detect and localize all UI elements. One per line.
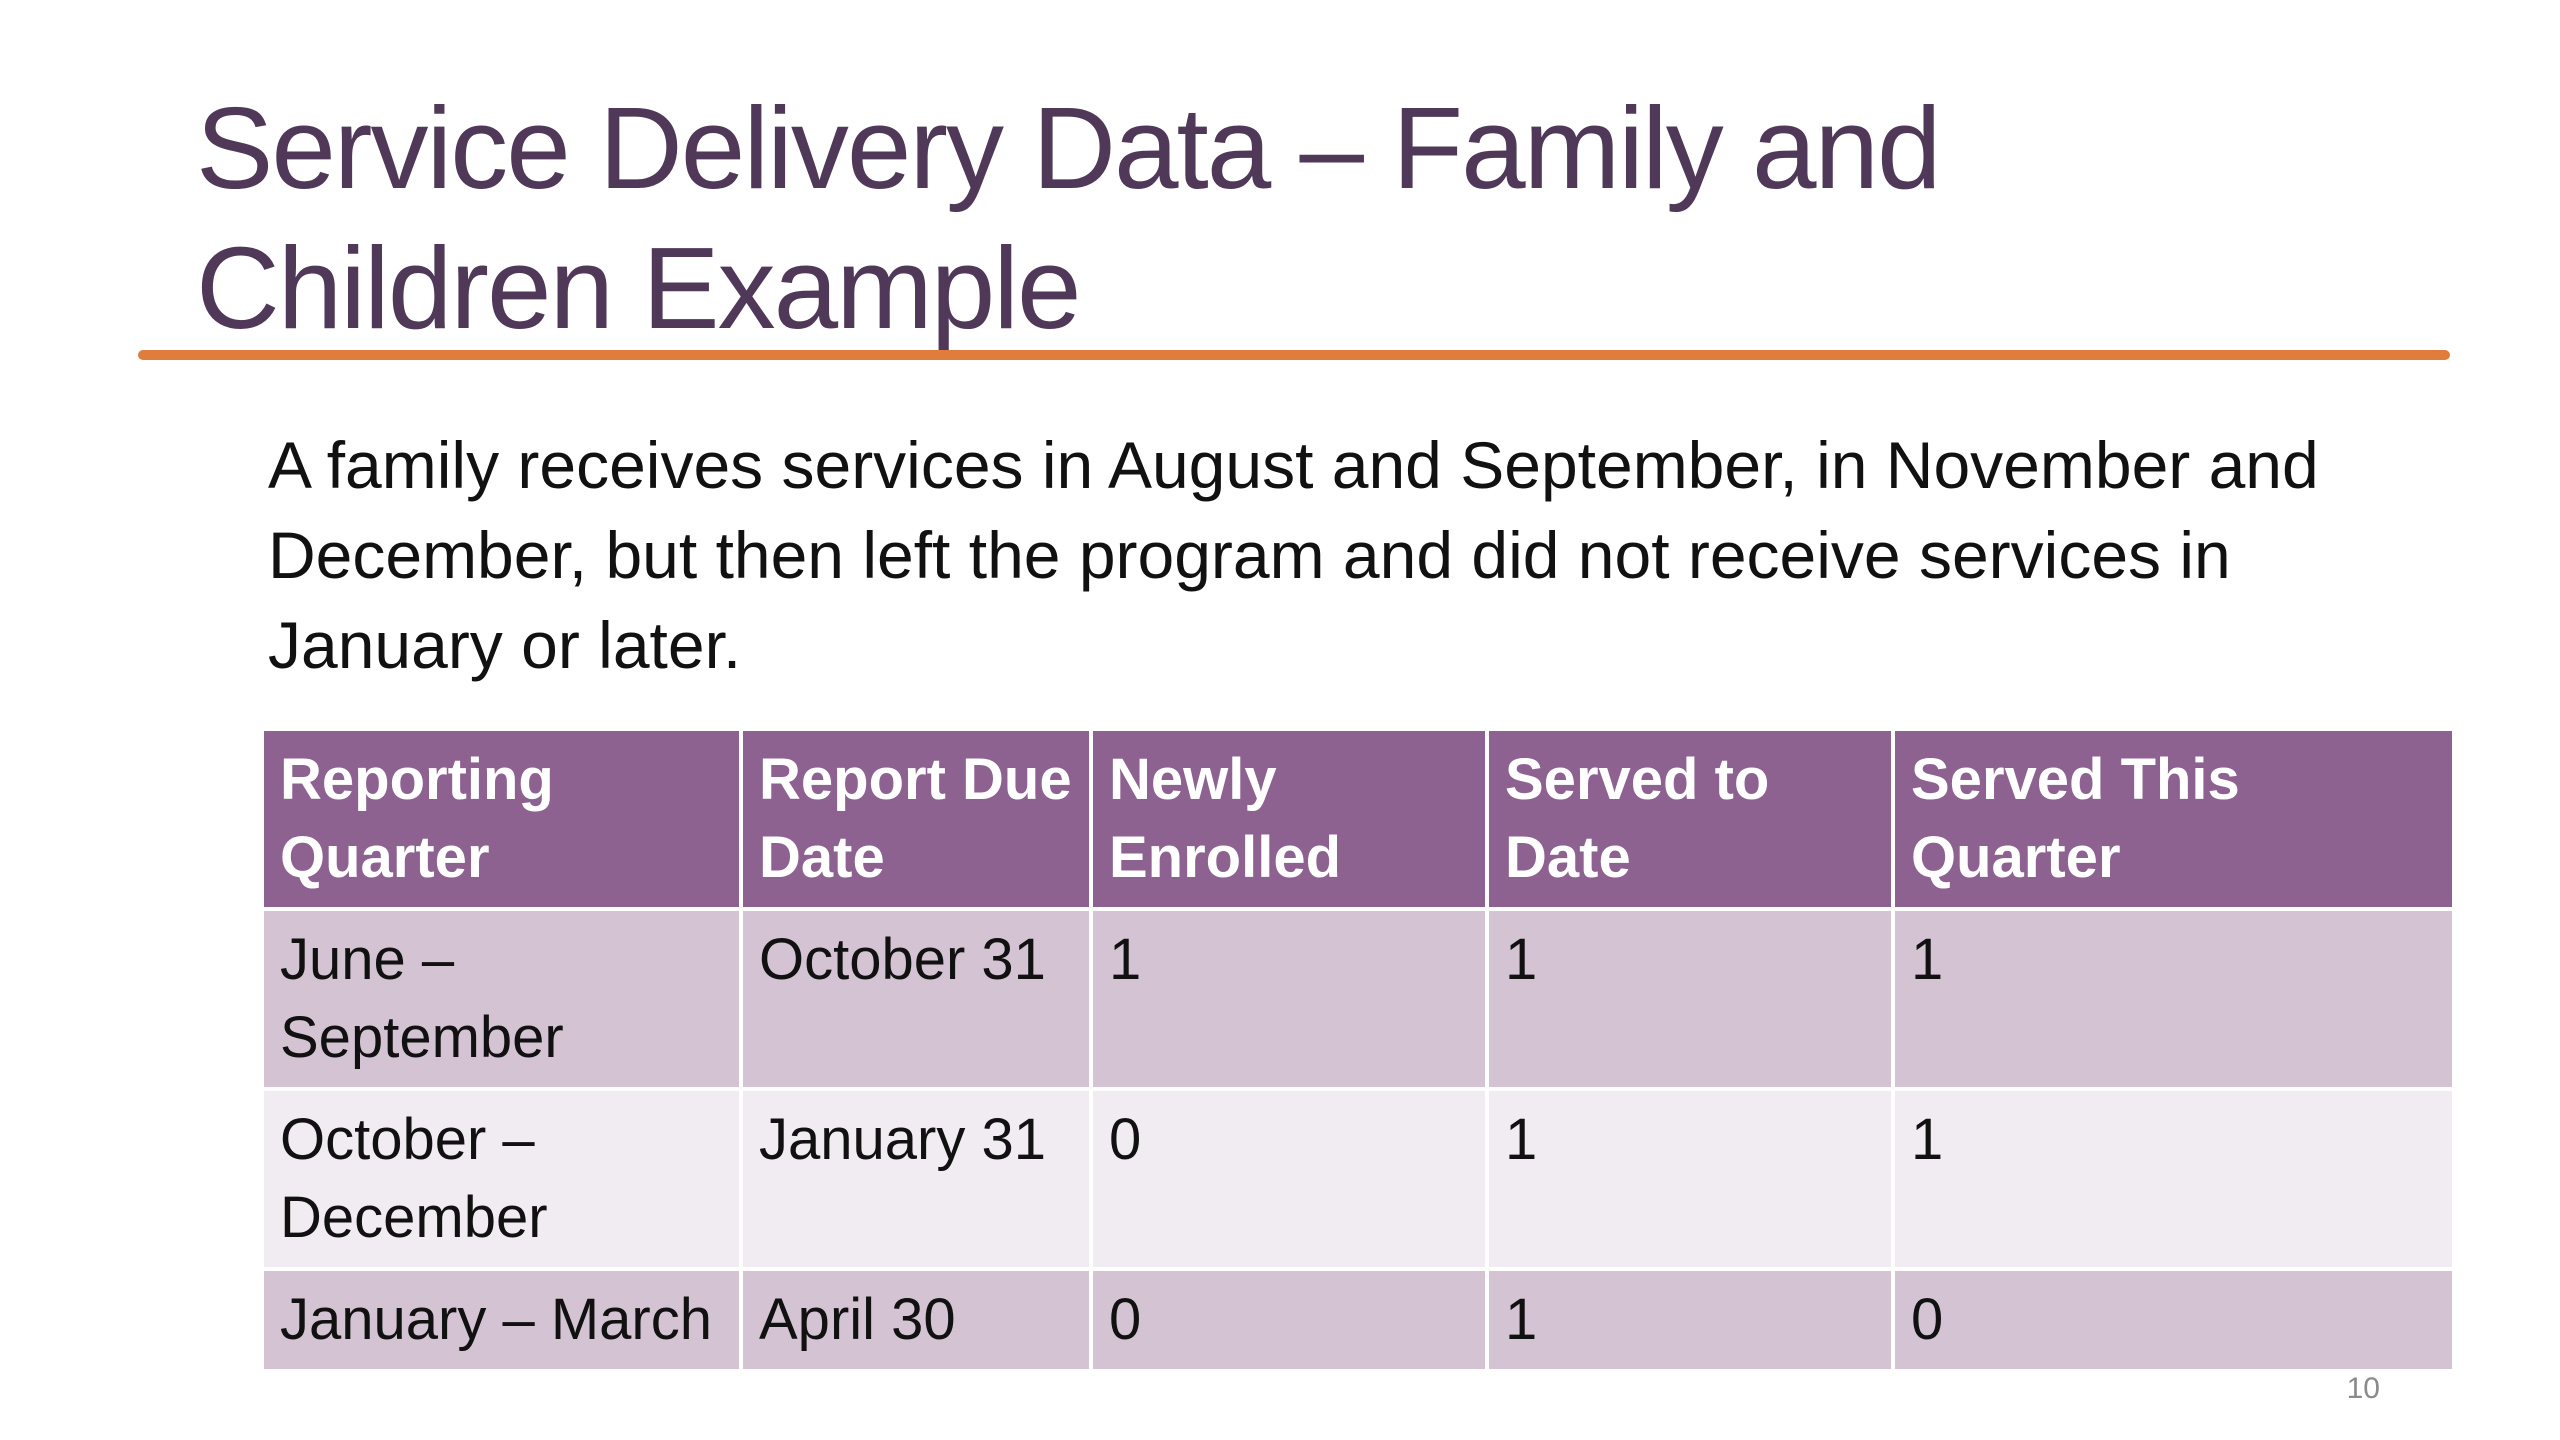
- title-line-2: Children Example: [196, 223, 1082, 353]
- title-divider: [138, 350, 2450, 360]
- cell-reporting-quarter: June – September: [264, 911, 739, 1087]
- cell-report-due-date: April 30: [743, 1271, 1089, 1369]
- cell-served-to-date: 1: [1489, 1091, 1891, 1267]
- cell-newly-enrolled: 0: [1093, 1091, 1485, 1267]
- header-report-due-date: Report Due Date: [743, 731, 1089, 907]
- title-line-1: Service Delivery Data – Family and: [196, 83, 1942, 213]
- table-header-row: Reporting Quarter Report Due Date Newly …: [264, 731, 2452, 907]
- cell-reporting-quarter: October – December: [264, 1091, 739, 1267]
- table-row: June – September October 31 1 1 1: [264, 911, 2452, 1087]
- table-row: October – December January 31 0 1 1: [264, 1091, 2452, 1267]
- cell-newly-enrolled: 1: [1093, 911, 1485, 1087]
- page-number: 10: [2346, 1372, 2380, 1405]
- cell-reporting-quarter: January – March: [264, 1271, 739, 1369]
- cell-served-this-quarter: 0: [1895, 1271, 2452, 1369]
- cell-report-due-date: October 31: [743, 911, 1089, 1087]
- table-row: January – March April 30 0 1 0: [264, 1271, 2452, 1369]
- header-served-this-quarter: Served This Quarter: [1895, 731, 2452, 907]
- cell-served-to-date: 1: [1489, 1271, 1891, 1369]
- cell-served-this-quarter: 1: [1895, 911, 2452, 1087]
- header-reporting-quarter: Reporting Quarter: [264, 731, 739, 907]
- header-newly-enrolled: Newly Enrolled: [1093, 731, 1485, 907]
- intro-text: A family receives services in August and…: [268, 428, 2319, 682]
- service-delivery-table: Reporting Quarter Report Due Date Newly …: [260, 727, 2456, 1373]
- cell-newly-enrolled: 0: [1093, 1271, 1485, 1369]
- cell-served-this-quarter: 1: [1895, 1091, 2452, 1267]
- cell-report-due-date: January 31: [743, 1091, 1089, 1267]
- cell-served-to-date: 1: [1489, 911, 1891, 1087]
- slide-title: Service Delivery Data – Family and Childr…: [196, 78, 2396, 358]
- header-served-to-date: Served to Date: [1489, 731, 1891, 907]
